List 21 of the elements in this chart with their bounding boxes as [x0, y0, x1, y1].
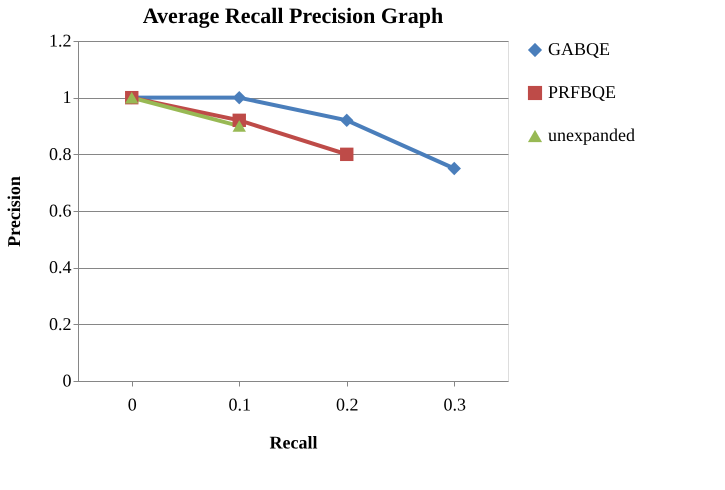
y-tick-label: 1.2 [49, 30, 72, 50]
x-tick-label: 0 [128, 394, 137, 414]
y-tick-label: 0.4 [49, 257, 72, 278]
y-tick-label: 0.8 [49, 144, 72, 164]
y-tick-label: 0.6 [49, 200, 72, 220]
x-axis-title: Recall [270, 432, 318, 452]
point [448, 162, 461, 176]
legend-label: PRFBQE [548, 82, 616, 102]
point [340, 148, 354, 162]
x-tick-label: 0.1 [228, 394, 251, 414]
legend-label: GABQE [548, 39, 610, 59]
y-axis-title: Precision [4, 176, 24, 247]
point [232, 90, 246, 104]
point [340, 114, 354, 128]
chart-title: Average Recall Precision Graph [142, 3, 444, 28]
y-tick-label: 0 [62, 370, 72, 390]
x-tick-label: 0.2 [336, 394, 358, 414]
y-tick-label: 1 [62, 87, 72, 108]
x-tick-label: 0.3 [444, 394, 466, 414]
y-tick-label: 0.2 [49, 314, 72, 334]
legend-label: unexpanded [548, 125, 635, 145]
